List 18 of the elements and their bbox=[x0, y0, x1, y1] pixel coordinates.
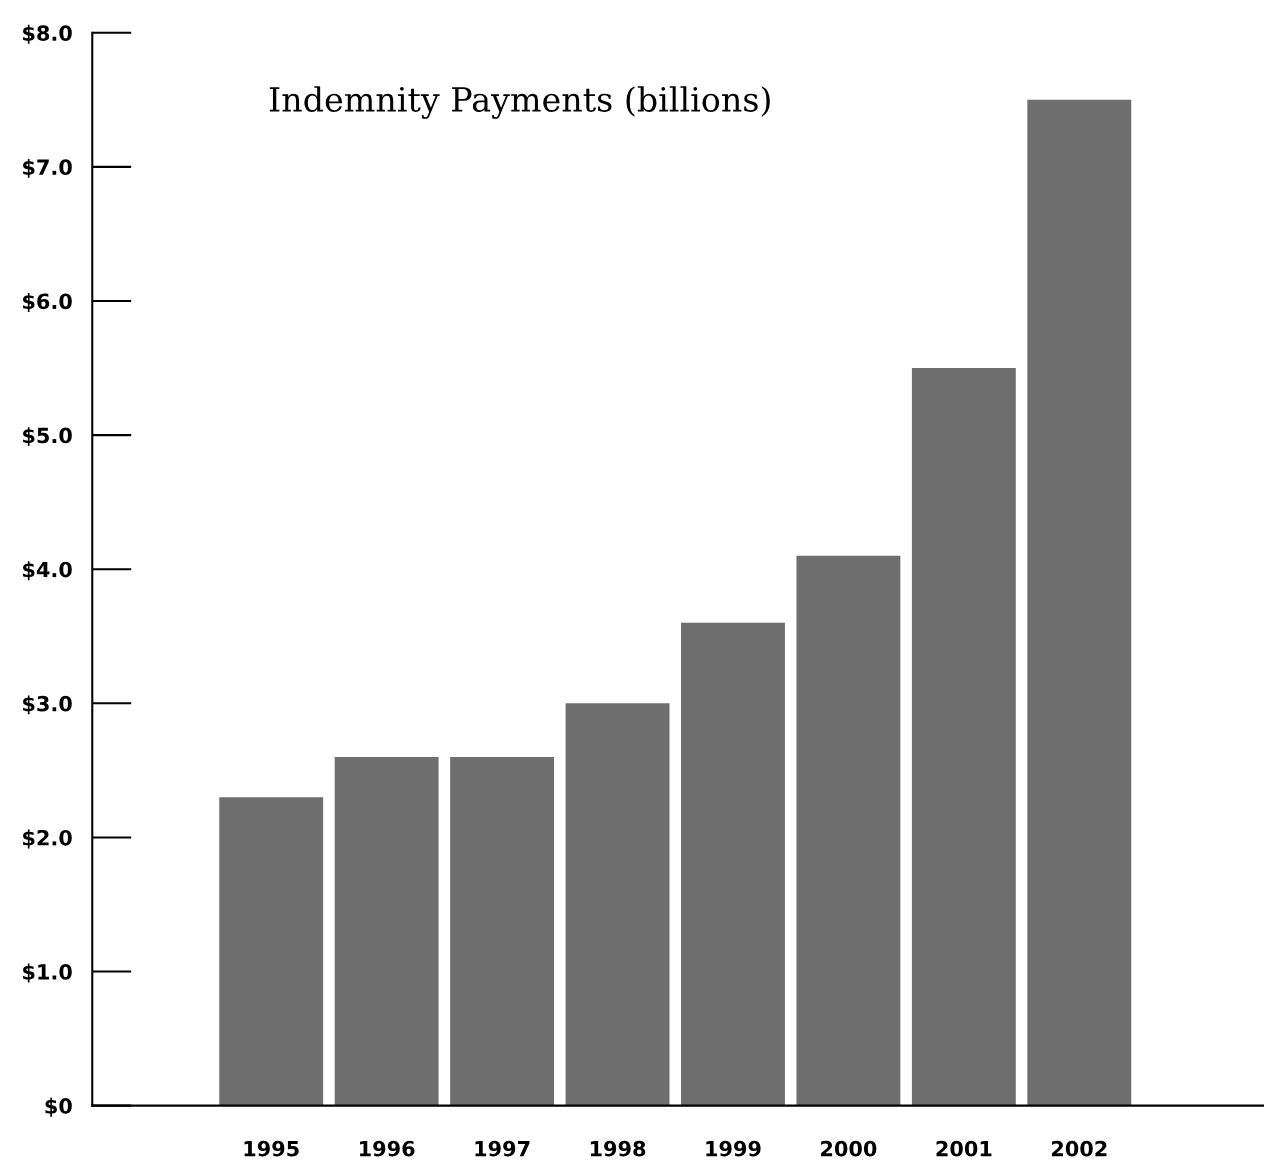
x-tick-label: 2001 bbox=[936, 1140, 992, 1157]
y-tick-label: $0 bbox=[45, 1097, 72, 1117]
y-tick-label: $7.0 bbox=[23, 158, 72, 178]
y-tick-label: $2.0 bbox=[23, 829, 72, 849]
y-tick-label: $5.0 bbox=[23, 427, 72, 447]
x-tick-label: 1999 bbox=[706, 1140, 761, 1157]
x-tick-label: 2002 bbox=[1051, 1140, 1107, 1157]
x-tick-label: 1998 bbox=[590, 1140, 646, 1157]
y-tick-label: $3.0 bbox=[23, 695, 72, 715]
y-tick-label: $4.0 bbox=[23, 561, 72, 581]
text: Indemnity Payments (billions) bbox=[269, 86, 770, 119]
x-tick-label: 1996 bbox=[360, 1140, 415, 1157]
x-tick-label: 1997 bbox=[475, 1140, 530, 1157]
y-tick-label: $8.0 bbox=[23, 24, 72, 44]
y-tick-label: $6.0 bbox=[23, 293, 72, 312]
y-tick-label: $1.0 bbox=[23, 963, 72, 983]
x-tick-label: 2000 bbox=[821, 1140, 877, 1157]
x-tick-label: 1995 bbox=[244, 1140, 299, 1157]
